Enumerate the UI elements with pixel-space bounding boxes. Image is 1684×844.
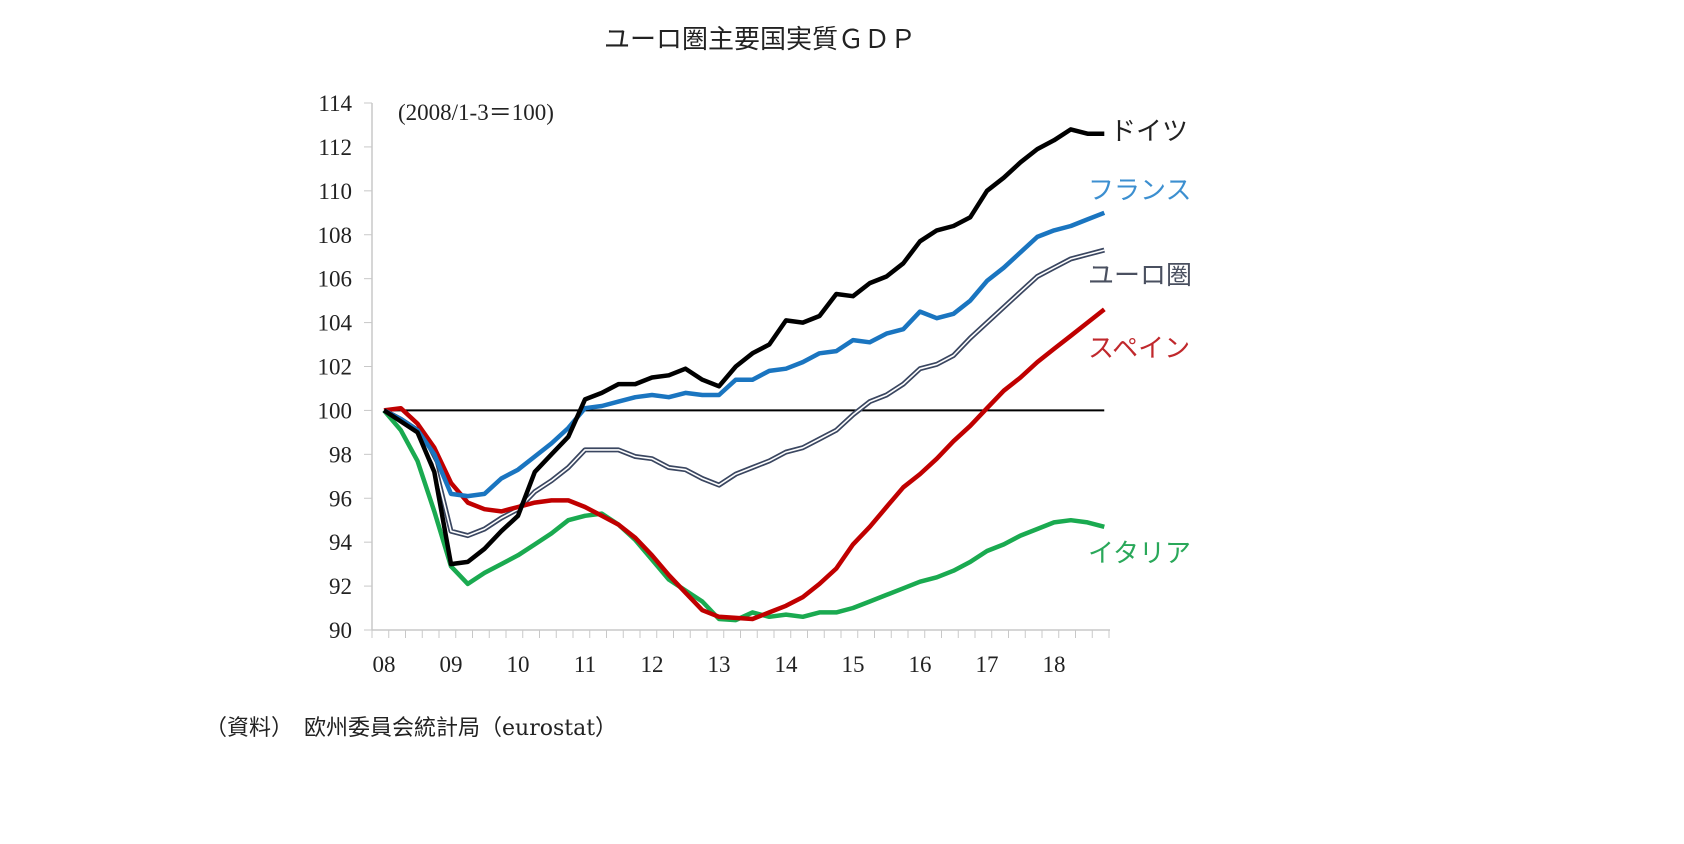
series-label-spain: スペイン xyxy=(1088,334,1190,364)
series-line-inner xyxy=(383,249,1105,537)
x-tick-label: 11 xyxy=(574,652,596,677)
y-tick-label: 94 xyxy=(329,530,353,555)
y-tick-label: 100 xyxy=(318,398,353,423)
x-tick-label: 15 xyxy=(842,652,865,677)
y-tick-label: 96 xyxy=(329,486,352,511)
x-tick-label: 16 xyxy=(909,652,932,677)
source-note: （資料） 欧州委員会統計局（eurostat） xyxy=(205,716,617,741)
series-line-イタリア xyxy=(382,408,1105,623)
y-tick-label: 110 xyxy=(318,179,352,204)
chart-subtitle: (2008/1-3＝100) xyxy=(398,100,554,125)
x-tick-label: 18 xyxy=(1043,652,1066,677)
x-tick-label: 13 xyxy=(708,652,731,677)
x-tick-label: 12 xyxy=(641,652,664,677)
series-label-euro-area: ユーロ圏 xyxy=(1088,261,1192,291)
y-tick-label: 114 xyxy=(318,91,352,116)
series-line-フランス xyxy=(382,210,1106,499)
series-labels: ドイツ フランス ユーロ圏 スペイン イタリア xyxy=(1088,117,1192,569)
y-tick-label: 98 xyxy=(329,442,352,467)
series-line-ドイツ xyxy=(382,127,1105,567)
y-tick-label: 102 xyxy=(318,355,353,380)
y-tick-label: 90 xyxy=(329,618,352,643)
series-label-france: フランス xyxy=(1088,176,1191,206)
y-tick-label: 112 xyxy=(318,135,352,160)
x-tick-label: 10 xyxy=(507,652,530,677)
series-label-germany: ドイツ xyxy=(1110,117,1188,147)
series-lines xyxy=(382,127,1106,623)
axes: 114 112 110 108 106 104 102 100 98 96 94 92 90 08 09 10… xyxy=(318,91,1110,677)
x-tick-label: 09 xyxy=(440,652,463,677)
series-line-スペイン xyxy=(383,307,1106,622)
x-tick-label: 17 xyxy=(976,652,999,677)
series-line-ユーロ圏 xyxy=(382,247,1105,539)
y-tick-label: 92 xyxy=(329,574,352,599)
y-tick-label: 108 xyxy=(318,223,353,248)
x-tick-label: 14 xyxy=(775,652,799,677)
y-tick-label: 104 xyxy=(318,311,353,336)
x-tick-label: 08 xyxy=(373,652,396,677)
series-label-italy: イタリア xyxy=(1088,539,1191,569)
chart-title: ユーロ圏主要国実質ＧＤＰ xyxy=(604,25,916,55)
y-tick-label: 106 xyxy=(318,267,353,292)
